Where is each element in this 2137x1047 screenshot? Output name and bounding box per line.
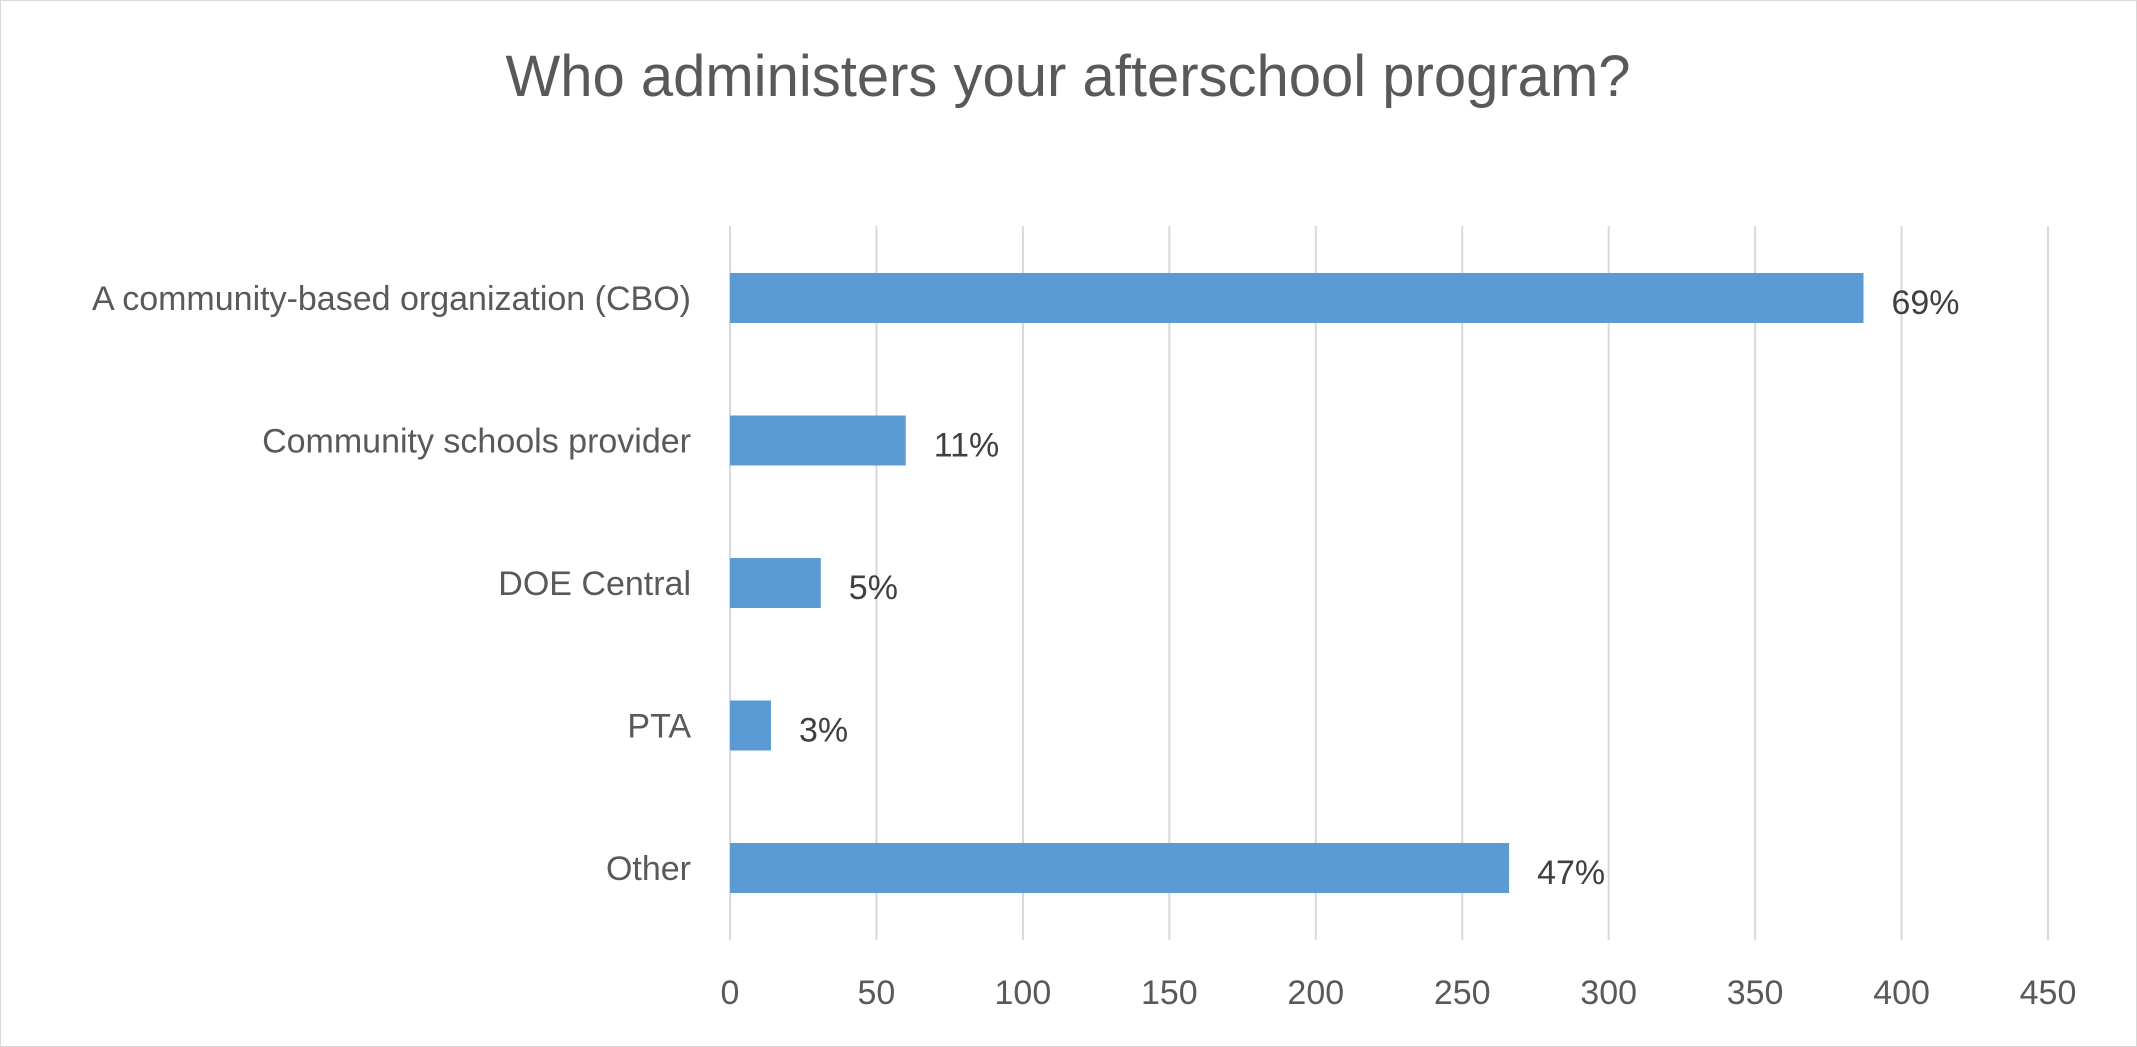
x-tick-label: 300	[1580, 974, 1637, 1012]
x-tick-label: 50	[858, 974, 896, 1012]
category-label: A community-based organization (CBO)	[92, 280, 691, 318]
category-label: DOE Central	[498, 565, 691, 603]
x-tick-label: 450	[2020, 974, 2077, 1012]
x-axis-tick-labels: 0 50 100 150 200 250 300 350 400 450	[721, 974, 2077, 1012]
x-tick-label: 150	[1141, 974, 1198, 1012]
data-labels: 69% 11% 5% 3% 47%	[799, 284, 1960, 892]
x-tick-label: 250	[1434, 974, 1491, 1012]
category-label: Other	[606, 850, 691, 888]
x-tick-label: 100	[995, 974, 1052, 1012]
gridlines	[729, 226, 2049, 940]
category-labels: A community-based organization (CBO) Comm…	[92, 280, 691, 888]
x-tick-label: 400	[1873, 974, 1930, 1012]
bars	[730, 273, 1864, 893]
data-label: 47%	[1537, 854, 1605, 892]
data-label: 3%	[799, 712, 848, 750]
bar	[730, 843, 1510, 893]
x-tick-label: 0	[721, 974, 740, 1012]
data-label: 11%	[934, 427, 1000, 465]
bar	[730, 415, 906, 466]
data-label: 5%	[849, 569, 898, 607]
chart-title: Who administers your afterschool program…	[505, 44, 1630, 109]
x-tick-label: 200	[1287, 974, 1344, 1012]
bar	[730, 273, 1864, 323]
data-label: 69%	[1891, 284, 1959, 322]
bar	[730, 558, 821, 608]
category-label: PTA	[627, 708, 691, 746]
bar	[730, 700, 772, 751]
x-tick-label: 350	[1727, 974, 1784, 1012]
category-label: Community schools provider	[262, 423, 691, 461]
